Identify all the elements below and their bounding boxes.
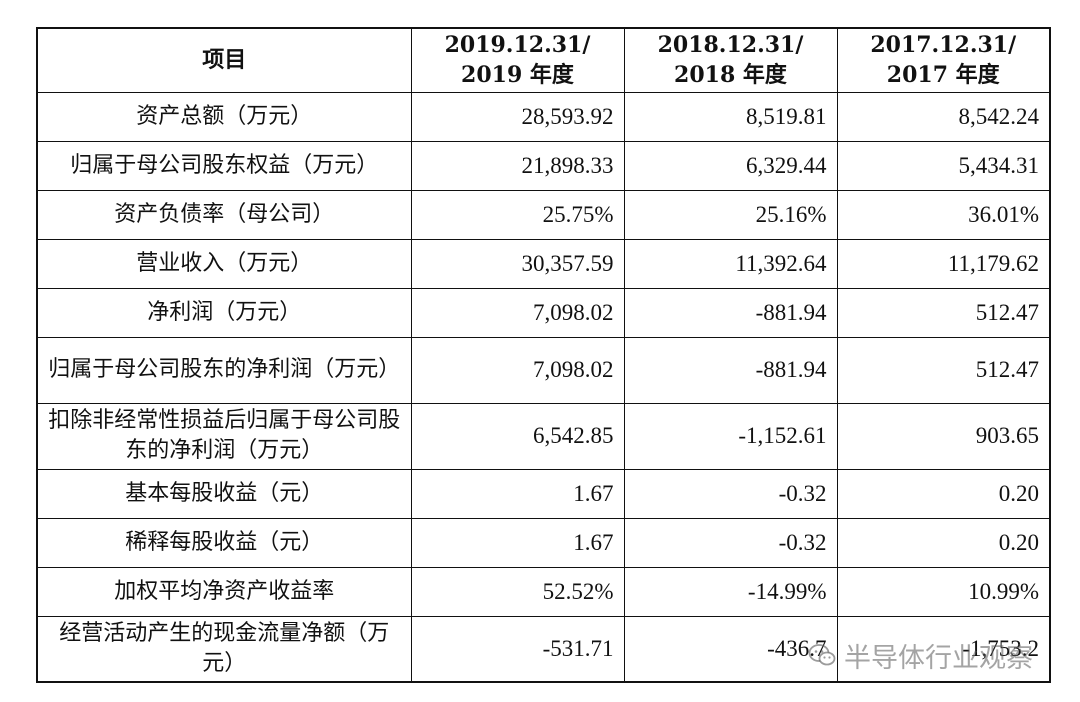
cell-2017: 0.20 — [836, 468, 1051, 519]
cell-2017: 0.20 — [836, 517, 1051, 568]
cell-2019: 30,357.59 — [410, 238, 625, 289]
cell-2017: 512.47 — [836, 287, 1051, 338]
table-row: 归属于母公司股东的净利润（万元） 7,098.02 -881.94 512.47 — [36, 336, 1051, 404]
cell-2017: 5,434.31 — [836, 140, 1051, 191]
table-row: 营业收入（万元） 30,357.59 11,392.64 11,179.62 — [36, 238, 1051, 289]
cell-2018: -436.7 — [623, 615, 838, 683]
header-2018: 2018.12.31/ 2018 年度 — [623, 27, 838, 93]
cell-2018: -0.32 — [623, 517, 838, 568]
header-2017: 2017.12.31/ 2017 年度 — [836, 27, 1051, 93]
cell-2019: 21,898.33 — [410, 140, 625, 191]
table-header-row: 项目 2019.12.31/ 2019 年度 2018.12.31/ 2018 … — [36, 27, 1051, 93]
cell-2018: 11,392.64 — [623, 238, 838, 289]
cell-2017: -1,753.2 — [836, 615, 1051, 683]
row-label: 经营活动产生的现金流量净额（万元） — [36, 615, 412, 683]
header-item: 项目 — [36, 27, 412, 93]
table-row: 净利润（万元） 7,098.02 -881.94 512.47 — [36, 287, 1051, 338]
cell-2019: 28,593.92 — [410, 91, 625, 142]
financial-summary-table: 项目 2019.12.31/ 2019 年度 2018.12.31/ 2018 … — [36, 27, 1051, 683]
cell-2019: -531.71 — [410, 615, 625, 683]
row-label: 稀释每股收益（元） — [36, 517, 412, 568]
cell-2019: 7,098.02 — [410, 287, 625, 338]
cell-2017: 36.01% — [836, 189, 1051, 240]
cell-2019: 25.75% — [410, 189, 625, 240]
cell-2019: 1.67 — [410, 468, 625, 519]
row-label: 加权平均净资产收益率 — [36, 566, 412, 617]
cell-2017: 11,179.62 — [836, 238, 1051, 289]
cell-2017: 903.65 — [836, 402, 1051, 470]
row-label: 归属于母公司股东权益（万元） — [36, 140, 412, 191]
cell-2019: 1.67 — [410, 517, 625, 568]
cell-2018: -0.32 — [623, 468, 838, 519]
table-row: 扣除非经常性损益后归属于母公司股东的净利润（万元） 6,542.85 -1,15… — [36, 402, 1051, 470]
cell-2017: 10.99% — [836, 566, 1051, 617]
cell-2018: -1,152.61 — [623, 402, 838, 470]
table-row: 加权平均净资产收益率 52.52% -14.99% 10.99% — [36, 566, 1051, 617]
cell-2019: 6,542.85 — [410, 402, 625, 470]
cell-2019: 7,098.02 — [410, 336, 625, 404]
cell-2018: 6,329.44 — [623, 140, 838, 191]
cell-2018: -881.94 — [623, 287, 838, 338]
cell-2018: -881.94 — [623, 336, 838, 404]
cell-2019: 52.52% — [410, 566, 625, 617]
cell-2017: 512.47 — [836, 336, 1051, 404]
row-label: 净利润（万元） — [36, 287, 412, 338]
row-label: 营业收入（万元） — [36, 238, 412, 289]
header-2019: 2019.12.31/ 2019 年度 — [410, 27, 625, 93]
table-row: 资产总额（万元） 28,593.92 8,519.81 8,542.24 — [36, 91, 1051, 142]
row-label: 资产负债率（母公司） — [36, 189, 412, 240]
table-row: 经营活动产生的现金流量净额（万元） -531.71 -436.7 -1,753.… — [36, 615, 1051, 683]
cell-2017: 8,542.24 — [836, 91, 1051, 142]
cell-2018: -14.99% — [623, 566, 838, 617]
cell-2018: 25.16% — [623, 189, 838, 240]
row-label: 资产总额（万元） — [36, 91, 412, 142]
cell-2018: 8,519.81 — [623, 91, 838, 142]
row-label: 基本每股收益（元） — [36, 468, 412, 519]
row-label: 归属于母公司股东的净利润（万元） — [36, 336, 412, 404]
table-row: 稀释每股收益（元） 1.67 -0.32 0.20 — [36, 517, 1051, 568]
table-row: 归属于母公司股东权益（万元） 21,898.33 6,329.44 5,434.… — [36, 140, 1051, 191]
table-row: 基本每股收益（元） 1.67 -0.32 0.20 — [36, 468, 1051, 519]
table-row: 资产负债率（母公司） 25.75% 25.16% 36.01% — [36, 189, 1051, 240]
row-label: 扣除非经常性损益后归属于母公司股东的净利润（万元） — [36, 402, 412, 470]
